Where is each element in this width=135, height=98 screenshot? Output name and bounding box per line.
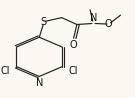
Text: N: N bbox=[90, 13, 97, 23]
Text: Cl: Cl bbox=[0, 66, 10, 76]
Text: O: O bbox=[105, 19, 112, 29]
Text: N: N bbox=[36, 78, 43, 88]
Text: S: S bbox=[41, 17, 47, 27]
Text: Cl: Cl bbox=[69, 66, 78, 76]
Text: O: O bbox=[70, 40, 77, 50]
